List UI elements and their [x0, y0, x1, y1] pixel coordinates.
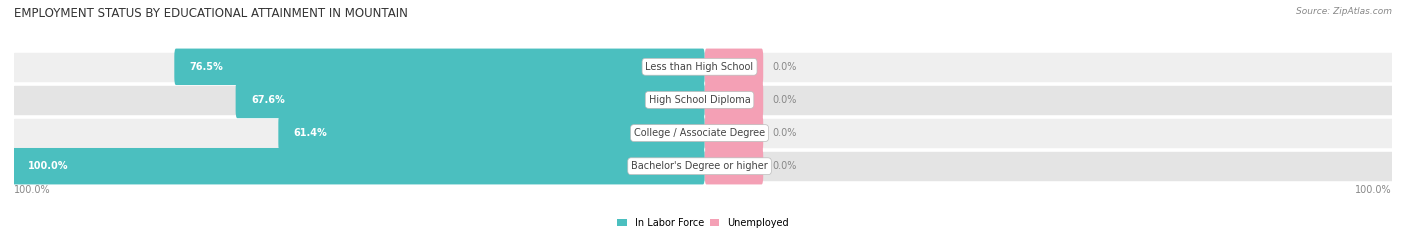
- FancyBboxPatch shape: [13, 148, 704, 185]
- Text: 0.0%: 0.0%: [772, 161, 796, 171]
- Text: 76.5%: 76.5%: [190, 62, 224, 72]
- Text: Bachelor's Degree or higher: Bachelor's Degree or higher: [631, 161, 768, 171]
- Bar: [14, 86, 1392, 114]
- Text: College / Associate Degree: College / Associate Degree: [634, 128, 765, 138]
- Text: 0.0%: 0.0%: [772, 128, 796, 138]
- Text: 100.0%: 100.0%: [14, 185, 51, 195]
- Text: 61.4%: 61.4%: [294, 128, 328, 138]
- Text: 0.0%: 0.0%: [772, 62, 796, 72]
- Text: High School Diploma: High School Diploma: [648, 95, 751, 105]
- Legend: In Labor Force, Unemployed: In Labor Force, Unemployed: [617, 218, 789, 228]
- FancyBboxPatch shape: [704, 48, 763, 85]
- Text: Less than High School: Less than High School: [645, 62, 754, 72]
- Text: EMPLOYMENT STATUS BY EDUCATIONAL ATTAINMENT IN MOUNTAIN: EMPLOYMENT STATUS BY EDUCATIONAL ATTAINM…: [14, 7, 408, 20]
- FancyBboxPatch shape: [704, 82, 763, 118]
- Text: 100.0%: 100.0%: [1355, 185, 1392, 195]
- FancyBboxPatch shape: [174, 48, 704, 85]
- Text: 100.0%: 100.0%: [28, 161, 69, 171]
- Bar: [14, 119, 1392, 147]
- FancyBboxPatch shape: [278, 115, 704, 151]
- Text: 0.0%: 0.0%: [772, 95, 796, 105]
- Text: Source: ZipAtlas.com: Source: ZipAtlas.com: [1296, 7, 1392, 16]
- Text: 67.6%: 67.6%: [252, 95, 285, 105]
- FancyBboxPatch shape: [236, 82, 704, 118]
- FancyBboxPatch shape: [704, 115, 763, 151]
- Bar: [14, 53, 1392, 81]
- Bar: [14, 152, 1392, 180]
- FancyBboxPatch shape: [704, 148, 763, 185]
